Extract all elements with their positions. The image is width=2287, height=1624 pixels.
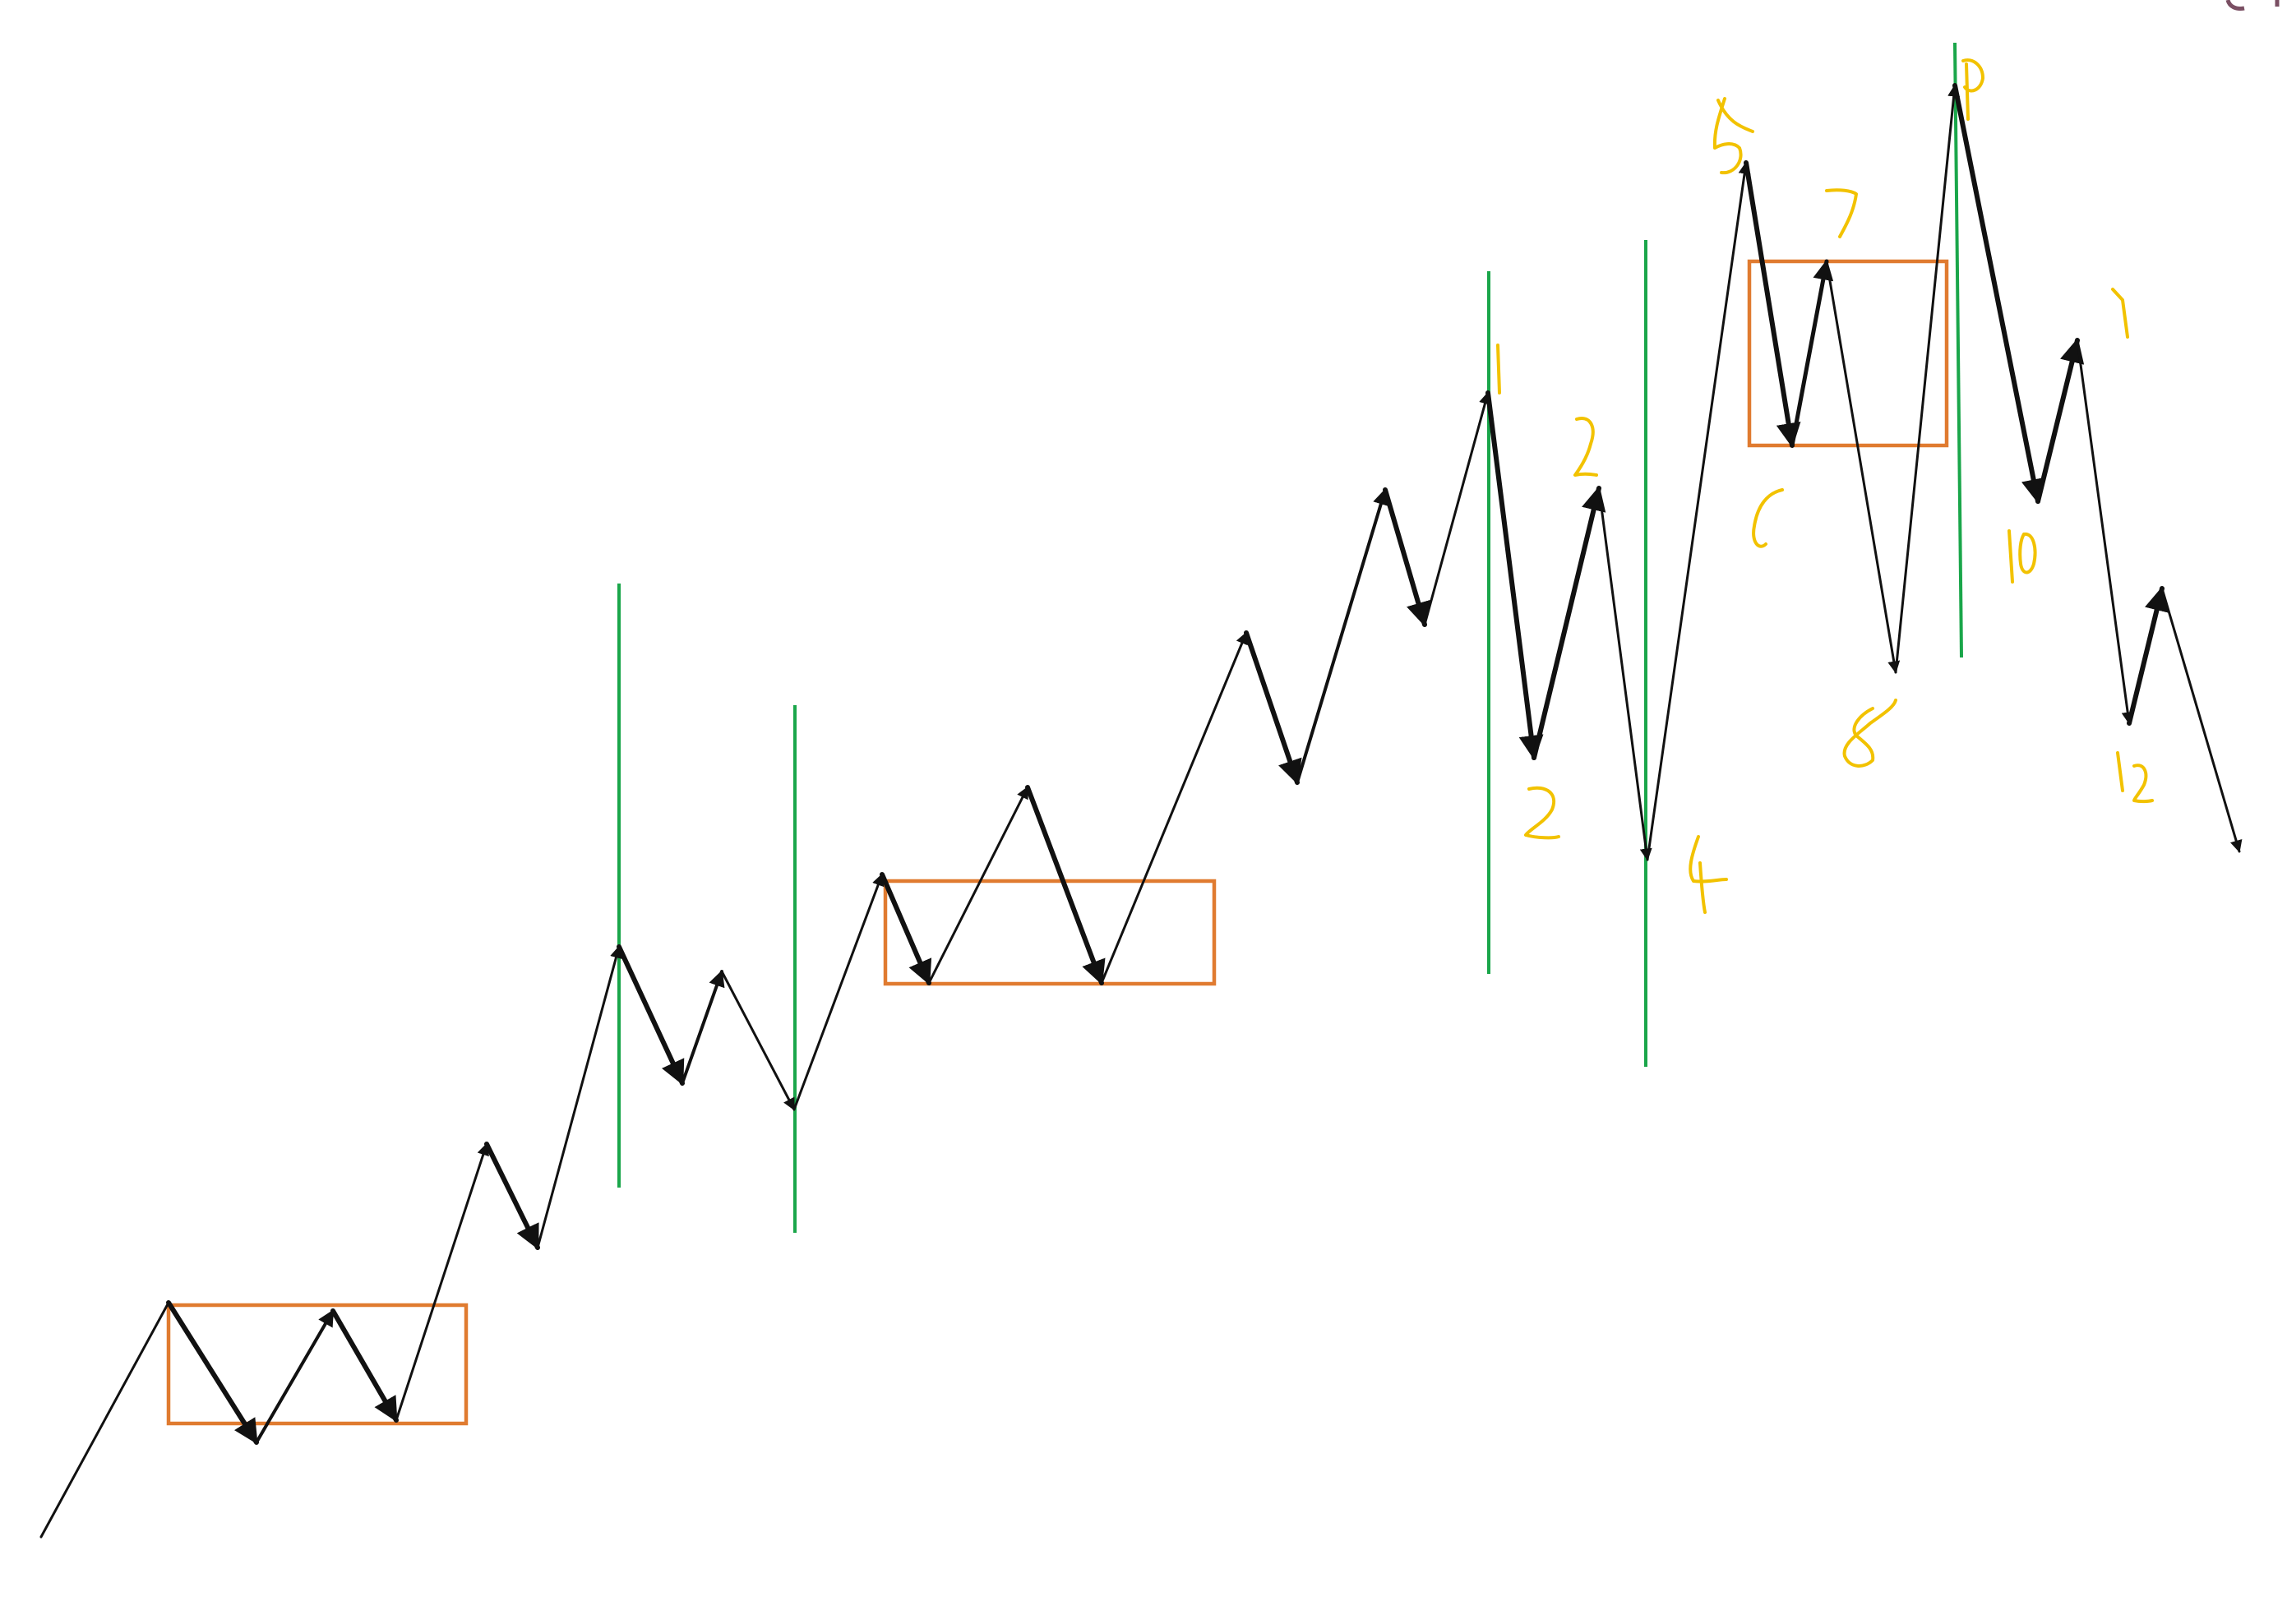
- wave-segment: [1296, 488, 1389, 784]
- range-box: [166, 1303, 469, 1426]
- wave-segment: [1383, 487, 1430, 627]
- annotation-2-upper: [1573, 417, 1598, 477]
- wave-segment: [330, 1308, 399, 1423]
- wave-segment: [1744, 160, 1801, 448]
- wave-segment: [484, 1142, 540, 1250]
- wave-segment: [2127, 586, 2169, 726]
- wave-segment: [2035, 338, 2085, 504]
- wave-segment: [1597, 487, 1652, 861]
- wave-segment: [1532, 486, 1606, 760]
- vertical-line: [1953, 42, 1963, 658]
- wave-segment: [1825, 260, 1901, 674]
- wave-segment: [927, 786, 1029, 985]
- wave-segment: [1025, 785, 1106, 985]
- wave-segment: [39, 1301, 170, 1539]
- annotation-4: [1689, 835, 1728, 914]
- annotation-1-top: [1496, 344, 1501, 394]
- annotation-6: [1752, 488, 1784, 548]
- wave-segment: [1485, 390, 1544, 760]
- wave-segment: [880, 872, 932, 985]
- wave-segment: [395, 1142, 489, 1422]
- annotation-7: [1825, 188, 1858, 238]
- wave-segment: [536, 945, 622, 1249]
- wave-segment: [1100, 631, 1248, 985]
- range-box: [1747, 259, 1949, 448]
- wave-segment: [1423, 391, 1491, 626]
- wave-segment: [1790, 259, 1834, 448]
- annotation-2-lower: [1524, 786, 1560, 840]
- annotation-12: [2116, 751, 2154, 804]
- corner-mark: [2225, 0, 2280, 11]
- wave-segment: [1952, 83, 2046, 504]
- wave-path: [39, 83, 2243, 1539]
- wave-segment: [617, 944, 685, 1086]
- annotation-10: [2007, 529, 2037, 584]
- annotation-9: [1961, 58, 1984, 121]
- wave-segment: [720, 970, 796, 1111]
- wave-segment: [1244, 630, 1302, 785]
- range-boxes: [166, 259, 1949, 1426]
- wave-segment: [1894, 84, 1961, 674]
- range-box: [883, 879, 1217, 986]
- wave-segment: [166, 1300, 259, 1445]
- handwritten-annotations: [1496, 0, 2280, 914]
- wave-segment: [681, 970, 725, 1085]
- annotation-1-right: [2111, 288, 2129, 339]
- vertical-lines: [617, 42, 1963, 1233]
- annotation-5: [1712, 97, 1754, 175]
- wave-segment: [2160, 587, 2243, 853]
- annotation-8: [1842, 699, 1897, 768]
- wave-segment: [255, 1309, 335, 1444]
- wave-segment: [792, 873, 885, 1111]
- wave-segment: [2076, 339, 2134, 725]
- wave-segment: [1646, 161, 1751, 861]
